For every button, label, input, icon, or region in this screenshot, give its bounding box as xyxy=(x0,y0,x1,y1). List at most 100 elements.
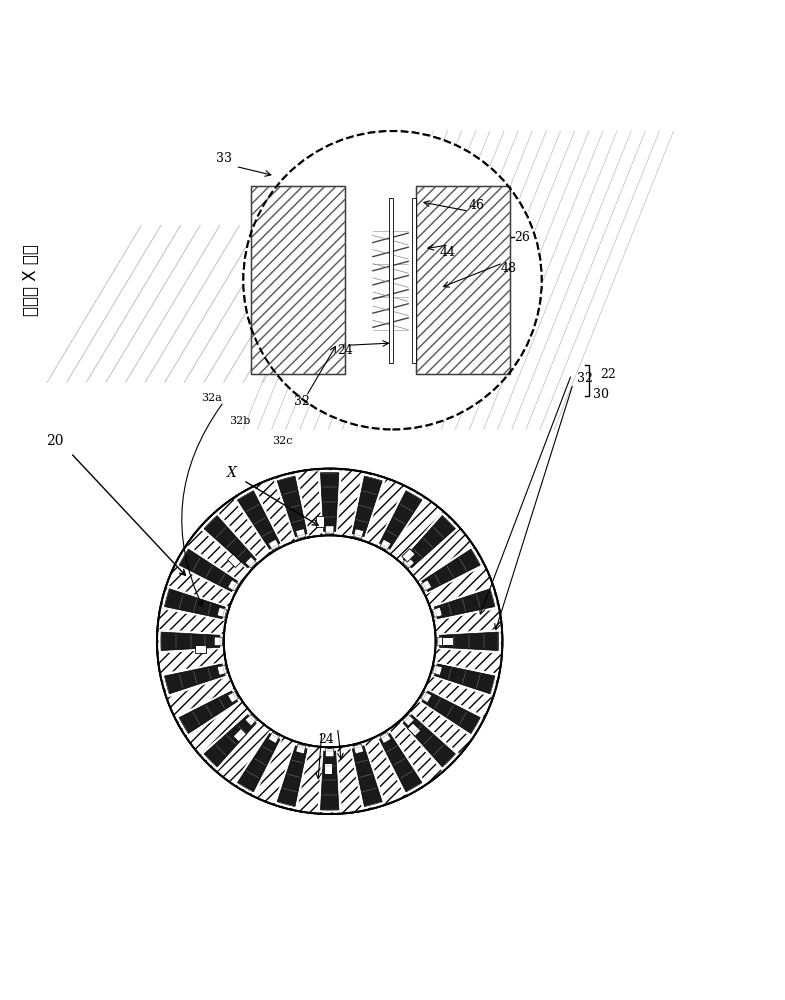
Wedge shape xyxy=(296,529,305,539)
Wedge shape xyxy=(217,665,227,675)
Text: 33: 33 xyxy=(216,152,232,165)
Text: 44: 44 xyxy=(440,246,455,259)
Wedge shape xyxy=(352,476,382,537)
Wedge shape xyxy=(243,131,542,429)
Wedge shape xyxy=(379,491,422,549)
Bar xyxy=(412,198,416,363)
Wedge shape xyxy=(165,589,225,619)
Wedge shape xyxy=(403,714,414,726)
Wedge shape xyxy=(421,580,432,591)
Text: 30: 30 xyxy=(593,388,608,401)
Wedge shape xyxy=(354,529,363,539)
Text: 24: 24 xyxy=(318,733,334,746)
Text: 26: 26 xyxy=(514,231,530,244)
Wedge shape xyxy=(422,691,480,734)
Wedge shape xyxy=(434,589,495,619)
Wedge shape xyxy=(245,714,257,726)
Bar xyxy=(195,645,206,653)
Wedge shape xyxy=(433,665,442,675)
Wedge shape xyxy=(377,487,425,552)
Text: 32: 32 xyxy=(577,372,593,385)
FancyBboxPatch shape xyxy=(251,186,345,374)
Wedge shape xyxy=(238,733,280,792)
Wedge shape xyxy=(317,749,342,812)
Wedge shape xyxy=(162,585,228,621)
Wedge shape xyxy=(179,691,238,734)
Bar xyxy=(407,723,421,736)
Bar xyxy=(451,198,506,363)
Wedge shape xyxy=(157,469,502,814)
Wedge shape xyxy=(326,749,334,757)
Wedge shape xyxy=(200,712,259,771)
Wedge shape xyxy=(421,692,432,703)
Text: 32: 32 xyxy=(294,395,310,408)
Wedge shape xyxy=(350,743,385,809)
FancyBboxPatch shape xyxy=(416,186,510,374)
Wedge shape xyxy=(400,512,459,571)
Wedge shape xyxy=(320,751,339,810)
Wedge shape xyxy=(228,692,239,703)
Wedge shape xyxy=(433,607,442,617)
Wedge shape xyxy=(440,632,498,651)
Wedge shape xyxy=(176,545,241,594)
Wedge shape xyxy=(380,539,391,550)
Wedge shape xyxy=(228,580,239,591)
Bar xyxy=(233,728,246,742)
Wedge shape xyxy=(403,715,455,767)
Wedge shape xyxy=(162,662,228,697)
Wedge shape xyxy=(296,744,305,754)
Bar xyxy=(255,198,310,363)
Wedge shape xyxy=(165,664,225,694)
Wedge shape xyxy=(352,746,382,806)
Text: 46: 46 xyxy=(469,199,484,212)
Text: 22: 22 xyxy=(601,368,616,381)
Wedge shape xyxy=(380,732,391,743)
Wedge shape xyxy=(274,473,309,540)
Wedge shape xyxy=(326,526,334,534)
Wedge shape xyxy=(268,732,279,743)
Wedge shape xyxy=(434,664,495,694)
Wedge shape xyxy=(274,743,309,809)
Text: 24: 24 xyxy=(338,344,353,357)
Wedge shape xyxy=(179,549,238,592)
Bar xyxy=(228,554,241,568)
Bar xyxy=(389,198,392,363)
Bar xyxy=(373,198,408,363)
Wedge shape xyxy=(400,712,459,771)
Bar xyxy=(316,516,324,527)
Wedge shape xyxy=(238,491,280,549)
Wedge shape xyxy=(431,585,498,621)
Wedge shape xyxy=(277,476,307,537)
Text: 32b: 32b xyxy=(228,416,250,426)
Wedge shape xyxy=(268,539,279,550)
Wedge shape xyxy=(379,733,422,792)
Wedge shape xyxy=(422,549,480,592)
Wedge shape xyxy=(377,730,425,795)
Wedge shape xyxy=(204,715,257,767)
Wedge shape xyxy=(320,473,339,532)
Wedge shape xyxy=(176,688,241,737)
Wedge shape xyxy=(214,637,222,646)
Wedge shape xyxy=(159,629,222,654)
Wedge shape xyxy=(245,557,257,568)
Wedge shape xyxy=(354,744,363,754)
Wedge shape xyxy=(317,470,342,534)
Wedge shape xyxy=(234,487,283,552)
Wedge shape xyxy=(403,557,414,568)
Text: X: X xyxy=(227,466,236,480)
Wedge shape xyxy=(437,637,445,646)
Wedge shape xyxy=(437,629,501,654)
Circle shape xyxy=(243,131,542,429)
Bar xyxy=(324,763,332,774)
Wedge shape xyxy=(161,632,220,651)
Text: 放大的 X 部分: 放大的 X 部分 xyxy=(23,244,40,316)
Wedge shape xyxy=(403,516,455,568)
Bar xyxy=(402,549,415,562)
Wedge shape xyxy=(277,746,307,806)
Wedge shape xyxy=(418,545,484,594)
Wedge shape xyxy=(418,688,484,737)
Wedge shape xyxy=(350,473,385,540)
Wedge shape xyxy=(204,516,257,568)
Wedge shape xyxy=(234,730,283,795)
Text: 32a: 32a xyxy=(202,393,222,403)
